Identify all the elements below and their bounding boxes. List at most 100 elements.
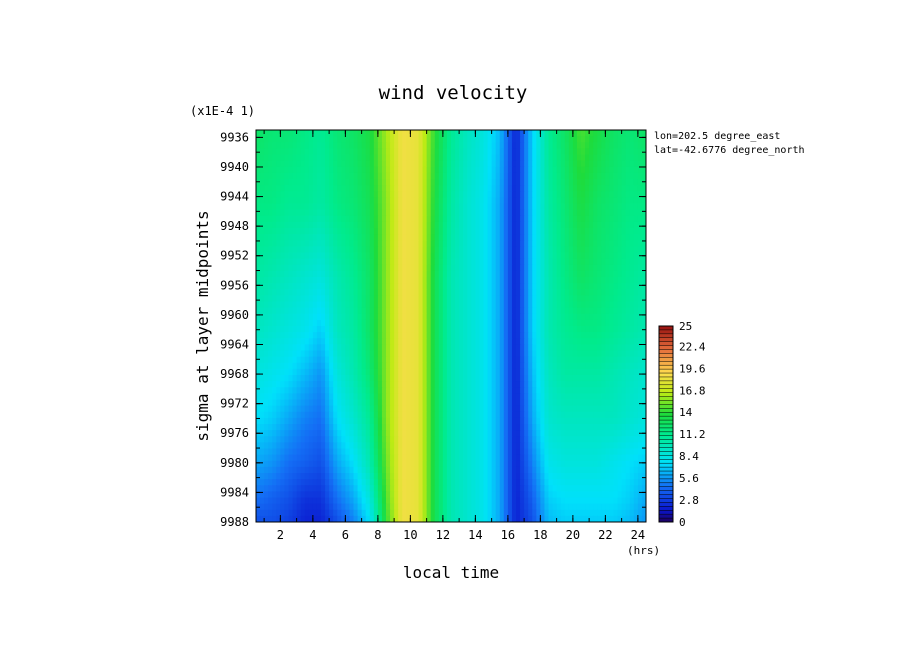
heatmap-cell [548,411,554,419]
heatmap-cell [430,172,436,180]
heatmap-cell [337,148,342,156]
heatmap-cell [507,221,513,229]
heatmap-cell [264,307,269,315]
heatmap-cell [520,191,525,198]
heatmap-cell [268,246,273,254]
heatmap-cell [495,240,501,247]
heatmap-cell [316,270,322,278]
heatmap-cell [329,338,334,345]
heatmap-cell [483,252,489,260]
heatmap-cell [390,179,395,186]
heatmap-cell [345,240,351,247]
heatmap-cell [609,356,615,364]
heatmap-cell [390,136,395,143]
heatmap-cell [276,172,281,180]
heatmap-cell [308,130,314,137]
heatmap-cell [442,130,448,137]
heatmap-cell [556,258,562,266]
heatmap-cell [426,319,432,327]
heatmap-cell [507,356,513,364]
heatmap-cell [511,436,517,443]
heatmap-cell [268,185,273,192]
heatmap-cell [581,375,586,382]
heatmap-cell [406,424,411,431]
heatmap-cell [402,136,407,143]
heatmap-cell [394,411,399,419]
heatmap-cell [487,332,493,339]
heatmap-cell [528,405,533,413]
heatmap-cell [369,240,375,247]
heatmap-cell [398,430,403,437]
heatmap-cell [402,270,407,278]
heatmap-cell [589,399,594,407]
heatmap-cell [629,209,635,217]
heatmap-cell [316,350,322,358]
heatmap-cell [381,270,387,278]
heatmap-cell [585,160,590,168]
heatmap-cell [422,417,428,425]
heatmap-cell [593,375,598,382]
heatmap-cell [268,209,273,217]
heatmap-cell [524,246,529,254]
heatmap-cell [410,228,416,235]
heatmap-cell [621,148,627,156]
heatmap-cell [516,338,521,345]
heatmap-cell [560,185,566,192]
heatmap-cell [568,240,574,247]
heatmap-cell [308,405,314,413]
heatmap-cell [499,283,505,290]
heatmap-cell [406,185,411,192]
heatmap-cell [296,393,302,401]
heatmap-cell [438,332,444,339]
heatmap-cell [589,393,594,401]
heatmap-cell [357,295,363,303]
heatmap-cell [353,313,359,321]
heatmap-cell [390,344,395,352]
heatmap-cell [524,295,529,303]
heatmap-cell [337,393,342,401]
heatmap-cell [633,277,639,284]
heatmap-cell [345,179,351,186]
heatmap-cell [345,148,351,156]
heatmap-cell [308,307,314,315]
heatmap-cell [491,424,497,431]
heatmap-cell [406,442,411,450]
heatmap-cell [471,295,476,303]
heatmap-cell [621,283,627,290]
heatmap-cell [325,179,330,186]
heatmap-cell [256,387,261,394]
heatmap-cell [625,393,631,401]
heatmap-cell [536,295,541,303]
heatmap-cell [479,295,485,303]
heatmap-cell [442,375,448,382]
heatmap-cell [304,387,310,394]
heatmap-cell [463,307,468,315]
heatmap-cell [581,246,586,254]
heatmap-cell [536,301,541,309]
heatmap-cell [365,179,371,186]
heatmap-cell [353,228,359,235]
heatmap-cell [637,356,643,364]
heatmap-cell [560,283,566,290]
heatmap-cell [605,197,611,205]
heatmap-cell [325,344,330,352]
heatmap-cell [641,338,646,345]
heatmap-cell [365,442,371,450]
heatmap-cell [536,344,541,352]
heatmap-cell [446,258,452,266]
heatmap-cell [345,344,351,352]
heatmap-cell [264,209,269,217]
heatmap-cell [280,228,286,235]
heatmap-cell [300,289,306,296]
heatmap-cell [544,240,550,247]
heatmap-cell [495,154,501,162]
heatmap-cell [268,258,273,266]
heatmap-cell [641,246,646,254]
heatmap-cell [434,185,440,192]
heatmap-cell [451,215,456,223]
heatmap-cell [633,228,639,235]
heatmap-cell [629,436,635,443]
heatmap-cell [471,246,476,254]
heatmap-cell [528,166,533,174]
